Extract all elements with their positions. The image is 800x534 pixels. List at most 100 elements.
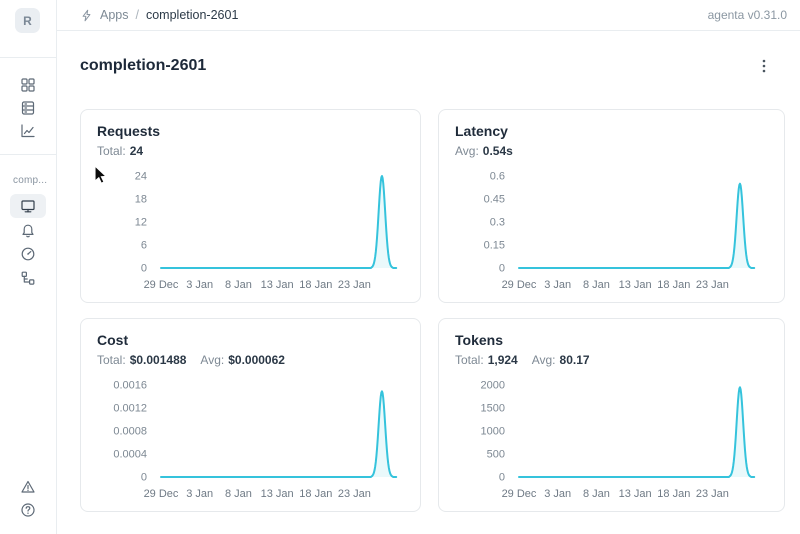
page-title: completion-2601	[80, 57, 207, 74]
x-tick-label: 29 Dec	[144, 279, 179, 291]
warning-triangle-icon	[21, 480, 35, 493]
y-tick-label: 2000	[481, 380, 505, 392]
x-tick-label: 8 Jan	[583, 488, 610, 500]
stat: Total: 1,924	[455, 353, 518, 367]
y-tick-label: 12	[135, 217, 147, 229]
tree-icon	[21, 271, 35, 285]
topbar: Apps / completion-2601 agenta v0.31.0	[56, 0, 800, 31]
series-line	[160, 175, 398, 269]
y-tick-label: 0.0008	[113, 426, 147, 438]
cost-chart: 0 0.0004 0.0008 0.0012 0.0016 29 Dec 3 Jan 8 Ja…	[113, 380, 398, 500]
x-tick-label: 3 Jan	[186, 488, 213, 500]
stat: Avg: 80.17	[532, 353, 590, 367]
question-circle-icon	[21, 503, 35, 517]
y-tick-label: 500	[487, 449, 505, 461]
series-line	[518, 386, 756, 478]
monitor-icon	[21, 200, 35, 213]
sidebar-item-apps[interactable]	[10, 73, 46, 97]
stat-label: Total:	[97, 144, 126, 158]
chart-stats: Avg: 0.54s	[455, 144, 768, 158]
x-tick-label: 3 Jan	[544, 488, 571, 500]
tokens-card: Tokens Total: 1,924 Avg: 80.17 0 500 1000 1500 20…	[438, 318, 785, 512]
x-tick-label: 29 Dec	[144, 488, 179, 500]
bell-icon	[22, 224, 34, 238]
x-tick-label: 29 Dec	[502, 488, 537, 500]
requests-chart: 0 6 12 18 24 29 Dec 3 Jan 8 Jan 13 Jan 18 Jan 23 J…	[135, 171, 398, 291]
requests-card: Requests Total: 24 0 6 12 18 24 29 Dec 3 Jan 8 Jan…	[80, 109, 421, 303]
app-section-label: comp...	[13, 175, 48, 186]
thunderbolt-icon	[82, 9, 91, 21]
chart-title: Latency	[455, 123, 508, 139]
y-tick-label: 1000	[481, 426, 505, 438]
sidebar-item-alerts[interactable]	[10, 219, 46, 243]
stat-value: 24	[129, 144, 144, 158]
x-tick-label: 18 Jan	[299, 279, 332, 291]
x-tick-label: 23 Jan	[696, 279, 729, 291]
stat-value: $0.000062	[228, 353, 285, 367]
kebab-menu-icon	[762, 59, 766, 73]
sidebar-item-warnings[interactable]	[10, 475, 46, 499]
series-area	[161, 176, 397, 268]
stat-value: 80.17	[559, 353, 590, 367]
x-tick-label: 23 Jan	[338, 279, 371, 291]
main-content: Apps / completion-2601 agenta v0.31.0 co…	[56, 0, 800, 534]
stat-value: $0.001488	[129, 353, 187, 367]
y-tick-label: 0.6	[490, 171, 505, 183]
cost-card: Cost Total: $0.001488 Avg: $0.000062 0 0.0004 0…	[80, 318, 421, 512]
sidebar-item-traces[interactable]	[10, 266, 46, 290]
server-icon	[21, 101, 35, 115]
stat: Total: 24	[97, 144, 143, 158]
y-tick-label: 0	[499, 472, 505, 484]
sidebar-item-dashboard[interactable]	[10, 242, 46, 266]
x-tick-label: 23 Jan	[696, 488, 729, 500]
series-area	[161, 391, 397, 477]
workspace-initial: R	[23, 13, 32, 28]
workspace-avatar[interactable]: R	[15, 8, 40, 33]
x-tick-label: 13 Jan	[619, 279, 652, 291]
series-line	[518, 182, 756, 269]
chart-stats: Total: 24	[97, 144, 404, 158]
x-tick-label: 3 Jan	[544, 279, 571, 291]
stat-label: Avg:	[455, 144, 479, 158]
sidebar-item-overview[interactable]	[10, 194, 46, 218]
sidebar-divider	[0, 154, 56, 155]
x-tick-label: 8 Jan	[225, 279, 252, 291]
y-tick-label: 0.45	[484, 194, 505, 206]
stat: Avg: $0.000062	[200, 353, 285, 367]
kebab-menu-button[interactable]	[752, 56, 776, 76]
x-tick-label: 13 Jan	[619, 488, 652, 500]
y-tick-label: 0	[141, 472, 147, 484]
sidebar-divider	[0, 57, 56, 58]
breadcrumb-apps[interactable]: Apps	[100, 8, 129, 22]
y-tick-label: 0.0012	[113, 403, 147, 415]
y-tick-label: 0.3	[490, 217, 505, 229]
stat-value: 1,924	[487, 353, 518, 367]
version-label: agenta v0.31.0	[707, 8, 787, 22]
chart-stats: Total: 1,924 Avg: 80.17	[455, 353, 768, 367]
chart-title: Tokens	[455, 332, 503, 348]
y-tick-label: 0.0016	[113, 380, 147, 392]
stat-label: Total:	[455, 353, 484, 367]
y-tick-label: 0	[499, 263, 505, 275]
x-tick-label: 23 Jan	[338, 488, 371, 500]
series-line	[160, 390, 398, 478]
x-tick-label: 13 Jan	[261, 488, 294, 500]
x-tick-label: 3 Jan	[186, 279, 213, 291]
stat-value: 0.54s	[482, 144, 513, 158]
sidebar-item-deployments[interactable]	[10, 96, 46, 120]
sidebar: R comp...	[0, 0, 57, 534]
charts-grid: Requests Total: 24 0 6 12 18 24 29 Dec 3 Jan 8 Jan…	[80, 109, 786, 512]
stat-label: Avg:	[200, 353, 225, 367]
stat-label: Total:	[97, 353, 126, 367]
x-tick-label: 8 Jan	[225, 488, 252, 500]
chart-title: Cost	[97, 332, 129, 348]
breadcrumb: Apps / completion-2601	[80, 8, 238, 23]
page-header: completion-2601	[56, 31, 800, 76]
y-tick-label: 0.15	[484, 240, 505, 252]
x-tick-label: 18 Jan	[299, 488, 332, 500]
y-tick-label: 1500	[481, 403, 505, 415]
sidebar-item-help[interactable]	[10, 498, 46, 522]
y-tick-label: 24	[135, 171, 147, 183]
breadcrumb-current: completion-2601	[145, 8, 239, 22]
sidebar-item-observability[interactable]	[10, 119, 46, 143]
